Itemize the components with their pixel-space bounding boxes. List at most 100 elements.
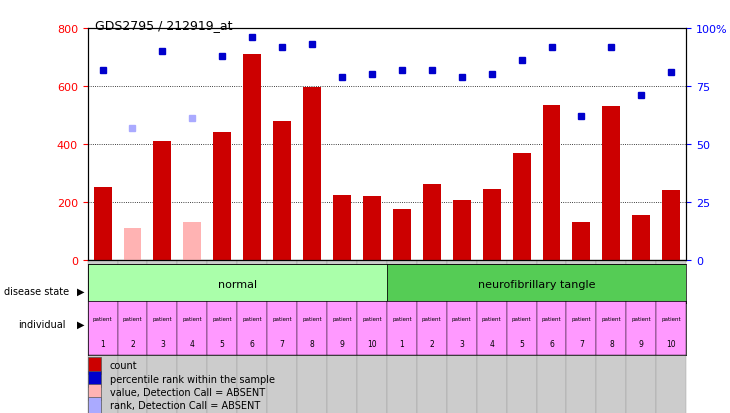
Bar <box>387 301 417 355</box>
Bar <box>123 228 142 260</box>
Bar <box>147 301 177 355</box>
Bar <box>542 106 561 260</box>
Bar <box>88 301 118 355</box>
Text: 7: 7 <box>579 339 584 348</box>
Text: patient: patient <box>392 316 412 321</box>
Bar <box>483 189 501 260</box>
Text: patient: patient <box>542 316 561 321</box>
Text: count: count <box>110 361 137 370</box>
Text: patient: patient <box>153 316 172 321</box>
Bar <box>387 264 686 304</box>
Bar <box>537 260 566 413</box>
Bar <box>267 260 297 413</box>
Bar <box>118 301 147 355</box>
Bar <box>118 260 147 413</box>
Bar <box>596 301 626 355</box>
Text: GDS2795 / 212919_at: GDS2795 / 212919_at <box>95 19 232 31</box>
Text: rank, Detection Call = ABSENT: rank, Detection Call = ABSENT <box>110 401 260 411</box>
Bar <box>393 210 411 260</box>
Bar <box>153 142 172 260</box>
Text: percentile rank within the sample: percentile rank within the sample <box>110 374 274 384</box>
Bar <box>417 260 447 413</box>
Bar <box>447 301 477 355</box>
Bar <box>417 301 447 355</box>
Bar <box>477 260 507 413</box>
Bar <box>88 264 387 304</box>
Bar <box>88 260 118 413</box>
Bar <box>602 107 620 260</box>
Text: 2: 2 <box>429 339 434 348</box>
Text: 2: 2 <box>130 339 135 348</box>
Text: patient: patient <box>362 316 382 321</box>
Bar <box>267 301 297 355</box>
Bar <box>327 301 357 355</box>
Text: patient: patient <box>452 316 472 321</box>
Bar <box>183 223 201 260</box>
Bar <box>93 188 112 260</box>
Bar <box>327 260 357 413</box>
Bar <box>423 185 441 260</box>
Text: 8: 8 <box>310 339 315 348</box>
Text: patient: patient <box>93 316 112 321</box>
Bar <box>297 260 327 413</box>
Text: ▶: ▶ <box>77 286 84 296</box>
Bar <box>662 191 680 260</box>
Bar <box>303 88 321 260</box>
Bar <box>566 301 596 355</box>
Text: patient: patient <box>302 316 322 321</box>
Bar <box>333 195 351 260</box>
Text: patient: patient <box>242 316 262 321</box>
Bar <box>357 260 387 413</box>
Bar <box>237 260 267 413</box>
Text: patient: patient <box>182 316 202 321</box>
Text: 8: 8 <box>609 339 614 348</box>
Bar <box>566 260 596 413</box>
Bar <box>572 223 591 260</box>
Bar <box>632 216 650 260</box>
Bar <box>207 260 237 413</box>
Bar <box>88 384 101 400</box>
Bar <box>656 260 686 413</box>
Bar <box>453 201 471 260</box>
Text: 5: 5 <box>519 339 524 348</box>
Bar <box>363 197 381 260</box>
Text: 6: 6 <box>549 339 554 348</box>
Bar <box>237 301 267 355</box>
Bar <box>177 301 207 355</box>
Text: 10: 10 <box>666 339 676 348</box>
Bar <box>357 301 387 355</box>
Text: patient: patient <box>572 316 591 321</box>
Text: 3: 3 <box>160 339 165 348</box>
Text: patient: patient <box>123 316 142 321</box>
Bar <box>537 301 566 355</box>
Text: 10: 10 <box>367 339 377 348</box>
Text: patient: patient <box>422 316 442 321</box>
Bar <box>512 153 531 260</box>
Text: patient: patient <box>212 316 232 321</box>
Text: 5: 5 <box>220 339 225 348</box>
Text: individual: individual <box>18 319 66 329</box>
Bar <box>387 260 417 413</box>
Bar <box>273 121 291 260</box>
Text: ▶: ▶ <box>77 319 84 329</box>
Bar <box>507 260 537 413</box>
Bar <box>207 301 237 355</box>
Text: normal: normal <box>218 279 257 289</box>
Text: 4: 4 <box>190 339 195 348</box>
Text: 9: 9 <box>339 339 345 348</box>
Bar <box>656 301 686 355</box>
Text: patient: patient <box>272 316 292 321</box>
Bar <box>447 260 477 413</box>
Bar <box>507 301 537 355</box>
Bar <box>626 260 656 413</box>
Bar <box>88 358 101 374</box>
Text: patient: patient <box>602 316 621 321</box>
Bar <box>477 301 507 355</box>
Text: neurofibrillary tangle: neurofibrillary tangle <box>478 279 595 289</box>
Text: value, Detection Call = ABSENT: value, Detection Call = ABSENT <box>110 387 264 397</box>
Bar <box>626 301 656 355</box>
Text: 1: 1 <box>399 339 404 348</box>
Bar <box>88 397 101 413</box>
Bar <box>213 133 231 260</box>
Text: 7: 7 <box>280 339 285 348</box>
